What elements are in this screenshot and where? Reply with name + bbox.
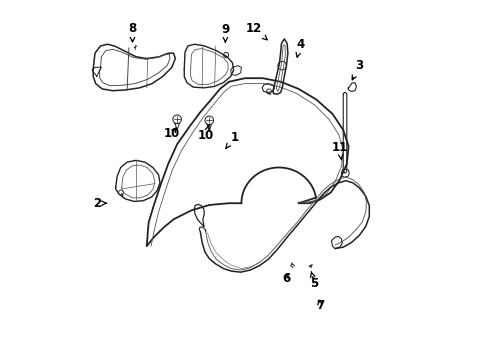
Text: 8: 8	[128, 22, 137, 42]
Text: 5: 5	[311, 271, 319, 290]
Text: 12: 12	[246, 22, 267, 40]
Text: 1: 1	[226, 131, 238, 149]
Text: 10: 10	[164, 127, 180, 140]
Text: 9: 9	[221, 23, 229, 42]
Text: 7: 7	[316, 298, 324, 311]
Text: 3: 3	[352, 59, 364, 80]
Text: 11: 11	[332, 141, 348, 160]
Text: 10: 10	[197, 126, 214, 142]
Text: 2: 2	[93, 197, 107, 210]
Text: 4: 4	[296, 38, 304, 57]
Text: 6: 6	[282, 272, 290, 285]
